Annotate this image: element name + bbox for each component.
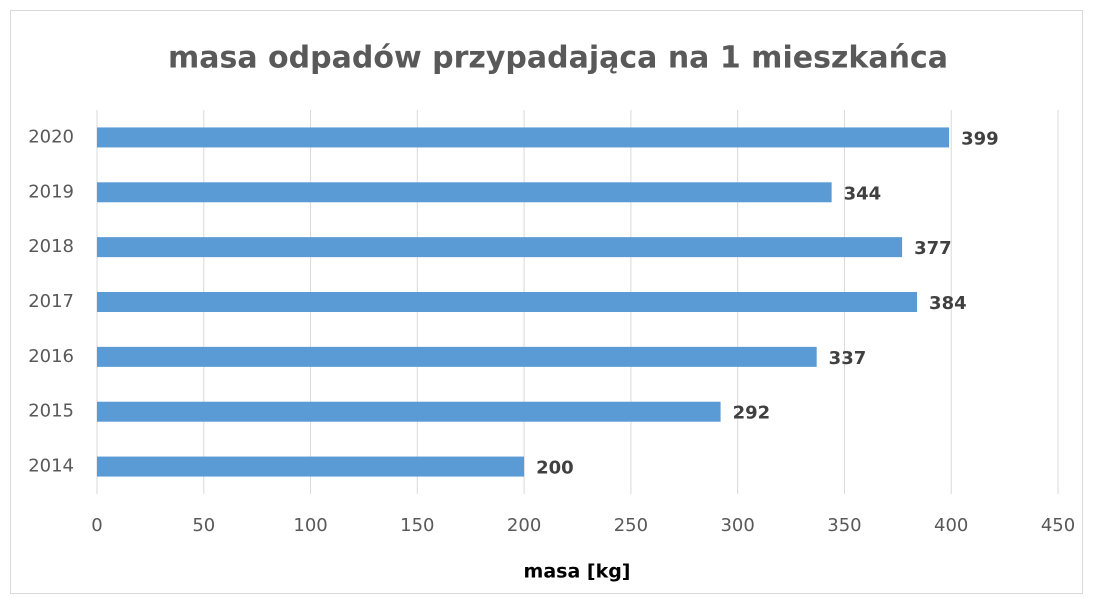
- x-tick-label: 100: [293, 515, 327, 536]
- data-label: 200: [536, 458, 574, 479]
- data-label: 344: [844, 183, 882, 204]
- bar: [97, 237, 903, 258]
- y-tick-label: 2017: [28, 291, 74, 312]
- data-label: 377: [914, 238, 952, 259]
- y-tick-label: 2018: [28, 236, 74, 257]
- bar: [97, 456, 525, 477]
- x-tick-label: 150: [400, 515, 434, 536]
- y-tick-label: 2015: [28, 401, 74, 422]
- data-label: 384: [929, 293, 967, 314]
- bar: [97, 182, 832, 203]
- x-axis-label: masa [kg]: [524, 561, 631, 583]
- bar: [97, 292, 918, 312]
- bar: [97, 401, 721, 422]
- bar: [97, 346, 817, 367]
- y-tick-label: 2016: [28, 346, 74, 367]
- data-label: 292: [733, 403, 771, 424]
- x-tick-label: 0: [91, 515, 102, 536]
- y-tick-label: 2019: [28, 181, 74, 202]
- x-tick-label: 250: [614, 515, 648, 536]
- x-tick-label: 350: [827, 515, 861, 536]
- x-tick-label: 450: [1041, 515, 1075, 536]
- y-tick-label: 2014: [28, 456, 74, 477]
- chart-title: masa odpadów przypadająca na 1 mieszkańc…: [168, 41, 948, 76]
- data-label: 399: [961, 128, 999, 149]
- y-tick-label: 2020: [28, 126, 74, 147]
- x-tick-label: 50: [192, 515, 215, 536]
- x-tick-label: 300: [720, 515, 754, 536]
- bar: [97, 127, 950, 148]
- x-tick-label: 200: [507, 515, 541, 536]
- x-tick-label: 400: [934, 515, 968, 536]
- data-label: 337: [829, 348, 867, 369]
